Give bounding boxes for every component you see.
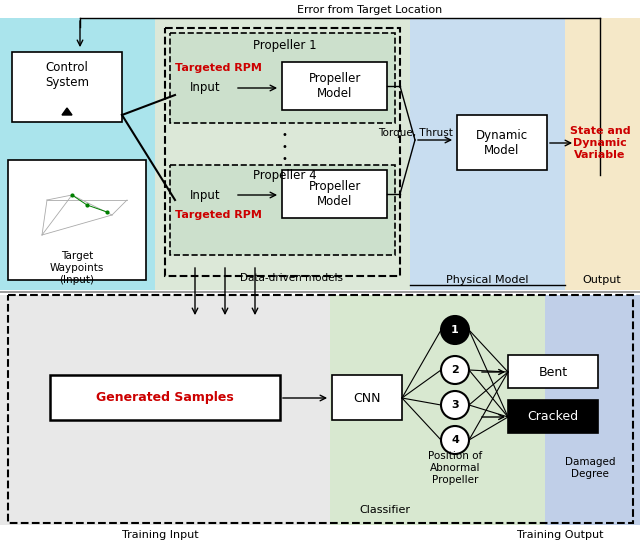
Bar xyxy=(8,295,633,523)
Circle shape xyxy=(441,391,469,419)
Text: Targeted RPM: Targeted RPM xyxy=(175,210,261,220)
Text: Error from Target Location: Error from Target Location xyxy=(298,5,443,15)
Bar xyxy=(330,295,545,525)
Bar xyxy=(282,170,387,218)
Text: Training Input: Training Input xyxy=(122,530,198,540)
Text: Output: Output xyxy=(582,275,621,285)
Circle shape xyxy=(441,316,469,344)
Text: State and
Dynamic
Variable: State and Dynamic Variable xyxy=(570,126,630,160)
Bar xyxy=(8,160,146,280)
Text: 3: 3 xyxy=(451,400,459,410)
Bar xyxy=(165,28,400,276)
Text: Propeller 4: Propeller 4 xyxy=(253,168,317,182)
Bar xyxy=(508,355,598,388)
Bar xyxy=(565,18,640,290)
Text: Training Output: Training Output xyxy=(516,530,604,540)
Bar xyxy=(170,33,395,123)
Text: Target
Waypoints
(Input): Target Waypoints (Input) xyxy=(50,251,104,284)
Bar xyxy=(170,165,395,255)
Text: Torque, Thrust: Torque, Thrust xyxy=(378,128,453,138)
Bar xyxy=(0,18,155,290)
Text: Propeller 1: Propeller 1 xyxy=(253,39,317,52)
Circle shape xyxy=(441,426,469,454)
Bar xyxy=(0,295,640,525)
Bar xyxy=(332,375,402,420)
Text: Bent: Bent xyxy=(538,366,568,378)
Bar xyxy=(508,400,598,433)
Text: Input: Input xyxy=(189,81,220,95)
Text: Damaged
Degree: Damaged Degree xyxy=(564,457,615,479)
Text: Data-driven models: Data-driven models xyxy=(240,273,343,283)
Text: 4: 4 xyxy=(451,435,459,445)
Text: 1: 1 xyxy=(451,325,459,335)
Text: Dynamic
Model: Dynamic Model xyxy=(476,129,528,157)
Bar xyxy=(410,18,565,290)
Text: Control
System: Control System xyxy=(45,61,89,89)
Bar xyxy=(50,375,280,420)
Text: Generated Samples: Generated Samples xyxy=(96,392,234,404)
Text: Input: Input xyxy=(189,189,220,201)
Text: •
•
•: • • • xyxy=(281,130,287,163)
Polygon shape xyxy=(62,108,72,115)
Text: CNN: CNN xyxy=(353,392,381,404)
Text: 2: 2 xyxy=(451,365,459,375)
Text: Position of
Abnormal
Propeller: Position of Abnormal Propeller xyxy=(428,452,482,485)
Bar xyxy=(155,18,410,290)
Text: Propeller
Model: Propeller Model xyxy=(309,72,361,100)
Bar xyxy=(282,62,387,110)
Text: Cracked: Cracked xyxy=(527,410,579,424)
Text: Physical Model: Physical Model xyxy=(445,275,528,285)
Bar xyxy=(545,295,640,525)
Text: Propeller
Model: Propeller Model xyxy=(309,180,361,208)
Text: Targeted RPM: Targeted RPM xyxy=(175,63,261,73)
Bar xyxy=(457,115,547,170)
Circle shape xyxy=(441,356,469,384)
Bar xyxy=(12,52,122,122)
Text: Classifier: Classifier xyxy=(360,505,410,515)
